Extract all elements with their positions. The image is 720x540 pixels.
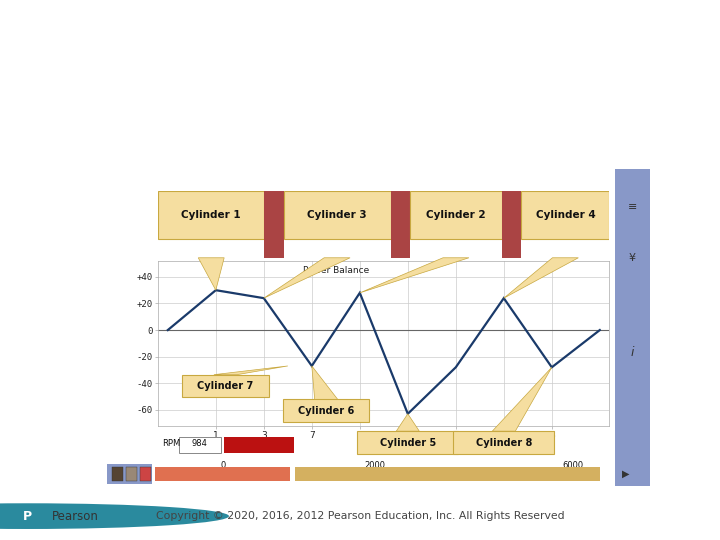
Text: Figure 26.10 The Ford IDS scan tool has a graph function that
allows the technic: Figure 26.10 The Ford IDS scan tool has …	[16, 11, 592, 91]
Polygon shape	[264, 258, 350, 298]
Polygon shape	[492, 367, 552, 431]
Bar	[294, 467, 600, 481]
Bar	[454, 431, 554, 454]
Bar	[126, 467, 137, 481]
Bar	[357, 431, 458, 454]
Text: Cylinder 8: Cylinder 8	[476, 437, 532, 448]
Bar	[410, 191, 502, 239]
Text: ≡: ≡	[628, 202, 637, 212]
Circle shape	[0, 503, 229, 529]
Bar	[155, 467, 289, 481]
Bar	[182, 375, 269, 397]
Text: Cylinder 4: Cylinder 4	[536, 210, 595, 220]
Bar	[521, 191, 609, 239]
Text: 0: 0	[221, 461, 226, 470]
Polygon shape	[198, 258, 224, 290]
Text: 6000: 6000	[563, 461, 584, 470]
Text: ¥: ¥	[629, 253, 636, 263]
Bar	[224, 437, 294, 453]
Text: Cylinder 1: Cylinder 1	[181, 210, 241, 220]
Text: 984: 984	[192, 439, 207, 448]
Text: ▶: ▶	[621, 469, 629, 479]
Text: Cylinder 6: Cylinder 6	[298, 406, 354, 416]
Text: Cylinder 5: Cylinder 5	[379, 437, 436, 448]
Text: Cylinder 2: Cylinder 2	[426, 210, 486, 220]
Bar	[615, 169, 650, 486]
Text: RPM: RPM	[162, 439, 180, 448]
Polygon shape	[312, 366, 338, 400]
Polygon shape	[396, 414, 419, 431]
Bar	[158, 191, 264, 239]
Text: i: i	[631, 346, 634, 359]
Bar	[283, 400, 369, 422]
FancyBboxPatch shape	[179, 436, 221, 453]
Bar	[107, 464, 153, 484]
Bar	[140, 467, 151, 481]
Bar	[264, 191, 284, 258]
Bar	[502, 191, 521, 258]
Text: Pearson: Pearson	[52, 510, 99, 523]
Bar	[390, 191, 410, 258]
Text: Cylinder 3: Cylinder 3	[307, 210, 367, 220]
Text: 2000: 2000	[364, 461, 385, 470]
Text: P: P	[23, 510, 32, 523]
Text: Power Balance: Power Balance	[302, 266, 369, 275]
Bar	[284, 191, 390, 239]
Polygon shape	[360, 258, 469, 293]
Text: Copyright © 2020, 2016, 2012 Pearson Education, Inc. All Rights Reserved: Copyright © 2020, 2016, 2012 Pearson Edu…	[156, 511, 564, 521]
Bar	[112, 467, 123, 481]
Polygon shape	[504, 258, 578, 298]
Text: Cylinder 7: Cylinder 7	[197, 381, 253, 391]
Polygon shape	[214, 366, 288, 375]
